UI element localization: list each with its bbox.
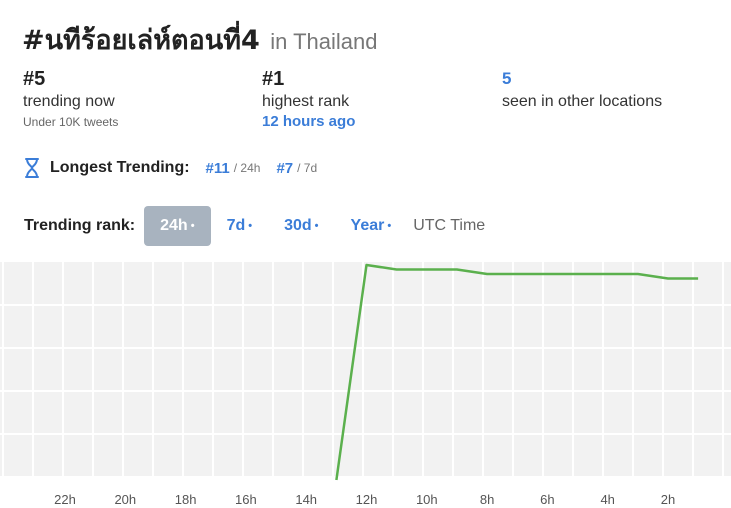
- rank-point[interactable]: [514, 271, 520, 277]
- x-tick-label: 14h: [295, 492, 317, 507]
- tab-dot: •: [248, 220, 253, 232]
- utc-time-toggle[interactable]: UTC Time: [413, 217, 486, 234]
- trending-rank-controls: Trending rank: 24h • 7d • 30d • Year • UTC T…: [24, 206, 485, 246]
- chart-grid: [0, 262, 731, 478]
- seen-locations-stat: 5 seen in other locations: [502, 66, 662, 112]
- x-tick-label: 22h: [54, 492, 76, 507]
- x-tick-label: 12h: [356, 492, 378, 507]
- tab-30d-label: 30d: [284, 217, 312, 234]
- rank-point[interactable]: [454, 267, 460, 273]
- tab-dot: •: [190, 220, 195, 232]
- longest-24h-period: / 24h: [233, 161, 261, 175]
- trending-rank-chart: 22h 20h 18h 16h 14h 12h 10h 8h 6h 4h 2h: [0, 262, 731, 507]
- tab-year-label: Year: [350, 217, 385, 234]
- tab-24h[interactable]: 24h •: [144, 206, 211, 246]
- tab-7d-label: 7d: [226, 217, 246, 234]
- chart-x-axis: 22h 20h 18h 16h 14h 12h 10h 8h 6h 4h 2h: [54, 492, 675, 507]
- x-tick-label: 10h: [416, 492, 438, 507]
- hashtag-title: #นทีร้อยเล่ห์ตอนที่4: [22, 25, 260, 56]
- rank-point[interactable]: [665, 276, 671, 282]
- longest-trending-label: Longest Trending:: [50, 159, 190, 176]
- tweet-volume: Under 10K tweets: [23, 115, 119, 129]
- longest-7d-period: / 7d: [297, 161, 318, 175]
- x-tick-label: 18h: [175, 492, 197, 507]
- seen-locations-label: seen in other locations: [502, 93, 663, 110]
- current-rank-value: #5: [23, 68, 46, 90]
- rank-point[interactable]: [695, 276, 701, 282]
- x-tick-label: 8h: [480, 492, 494, 507]
- current-rank-stat: #5 trending now Under 10K tweets: [23, 66, 118, 129]
- rank-point[interactable]: [575, 271, 581, 277]
- rank-series-line[interactable]: [335, 263, 699, 481]
- rank-point[interactable]: [484, 271, 490, 277]
- rank-point[interactable]: [424, 267, 430, 273]
- chart-line-layer: [335, 262, 701, 481]
- rank-point[interactable]: [635, 271, 641, 277]
- x-tick-label: 20h: [114, 492, 136, 507]
- highest-rank-value: #1: [262, 68, 285, 90]
- tab-dot: •: [314, 220, 319, 232]
- rank-point[interactable]: [605, 271, 611, 277]
- highest-rank-label: highest rank: [262, 93, 350, 110]
- x-tick-label: 4h: [600, 492, 614, 507]
- chart-background: [0, 262, 731, 478]
- tab-dot: •: [387, 220, 392, 232]
- trend-title: #นทีร้อยเล่ห์ตอนที่4 in Thailand: [22, 18, 377, 61]
- tab-30d[interactable]: 30d •: [268, 206, 334, 246]
- current-rank-label: trending now: [23, 93, 115, 110]
- x-tick-label: 6h: [540, 492, 554, 507]
- rank-point[interactable]: [394, 267, 400, 273]
- highest-rank-time-link[interactable]: 12 hours ago: [262, 113, 356, 130]
- location-label: in Thailand: [270, 29, 378, 54]
- longest-7d-rank-link[interactable]: #7: [276, 159, 294, 177]
- longest-trending-row: Longest Trending: #11 / 24h #7 / 7d: [24, 158, 333, 178]
- tab-year[interactable]: Year •: [335, 206, 408, 246]
- trending-rank-label: Trending rank:: [24, 217, 136, 234]
- rank-point[interactable]: [544, 271, 550, 277]
- x-tick-label: 16h: [235, 492, 257, 507]
- longest-24h-rank-link[interactable]: #11: [205, 159, 230, 177]
- rank-point[interactable]: [364, 262, 370, 268]
- hourglass-icon: [25, 158, 39, 178]
- tab-7d[interactable]: 7d •: [211, 206, 269, 246]
- highest-rank-stat: #1 highest rank 12 hours ago: [262, 66, 355, 132]
- tab-24h-label: 24h: [160, 217, 188, 234]
- x-tick-label: 2h: [661, 492, 675, 507]
- seen-locations-count[interactable]: 5: [502, 69, 512, 88]
